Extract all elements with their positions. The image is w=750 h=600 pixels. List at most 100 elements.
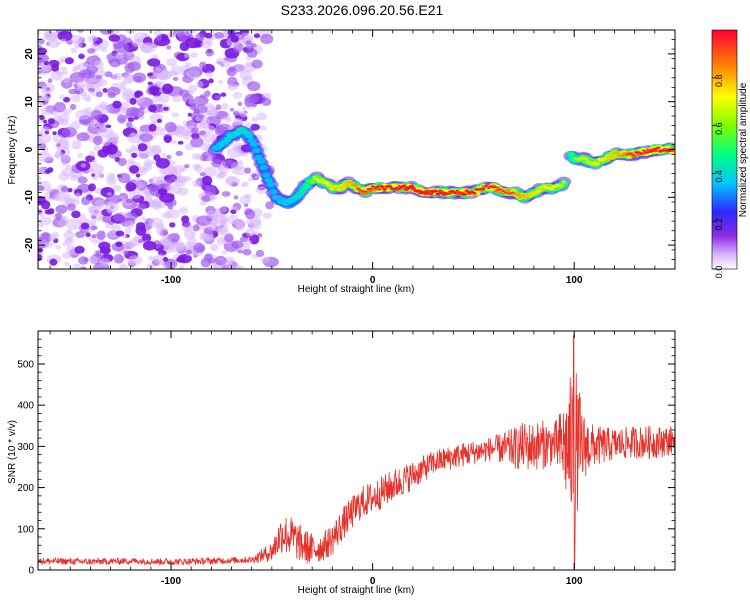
noise-blob xyxy=(162,257,169,262)
trace-blob xyxy=(333,184,339,188)
noise-blob xyxy=(159,192,175,203)
trace-blob xyxy=(656,147,660,149)
trace-blob xyxy=(390,187,394,189)
noise-blob xyxy=(107,208,114,214)
noise-blob xyxy=(137,203,147,210)
trace-blob xyxy=(475,189,479,191)
noise-blob xyxy=(255,249,265,257)
trace-blob xyxy=(259,164,268,170)
colorbar-tick-label: 0.8 xyxy=(714,75,724,88)
trace-blob xyxy=(637,151,641,153)
noise-blob xyxy=(125,182,137,192)
noise-blob xyxy=(152,95,161,103)
trace-blob xyxy=(309,180,315,184)
trace-blob xyxy=(303,182,312,189)
noise-blob xyxy=(94,78,108,87)
noise-blob xyxy=(38,166,45,175)
noise-blob xyxy=(124,227,132,234)
noise-blob xyxy=(142,240,157,251)
noise-blob xyxy=(155,106,164,113)
noise-blob xyxy=(245,227,255,237)
noise-blob xyxy=(151,198,161,205)
noise-blob xyxy=(219,172,226,178)
noise-blob xyxy=(125,148,133,154)
noise-blob xyxy=(189,30,197,34)
noise-blob xyxy=(169,222,176,228)
noise-blob xyxy=(71,140,82,150)
noise-blob xyxy=(215,95,221,100)
snr-x-axis-label: Height of straight line (km) xyxy=(298,585,415,596)
trace-blob xyxy=(658,150,663,152)
colorbar-label: Normalized spectral amplitude xyxy=(738,82,749,217)
snr-series-line xyxy=(38,334,675,569)
frequency-trace xyxy=(207,124,675,210)
trace-blob xyxy=(363,190,367,193)
trace-blob xyxy=(429,190,433,192)
trace-blob xyxy=(668,150,672,152)
noise-blob xyxy=(131,152,138,158)
trace-blob xyxy=(358,189,363,191)
noise-blob xyxy=(181,215,190,223)
noise-blob xyxy=(157,188,168,196)
noise-blob xyxy=(113,253,124,264)
noise-blob xyxy=(229,107,235,112)
x-tick-label: 0 xyxy=(370,275,376,286)
spectrogram-x-axis-label: Height of straight line (km) xyxy=(298,284,415,295)
noise-blob xyxy=(70,47,78,53)
noise-blob xyxy=(200,41,212,49)
noise-blob xyxy=(172,76,179,81)
noise-blob xyxy=(148,85,159,95)
noise-blob xyxy=(106,86,121,96)
trace-blob xyxy=(634,151,638,154)
trace-blob xyxy=(498,191,504,195)
trace-blob xyxy=(467,191,471,194)
noise-blob xyxy=(166,58,177,67)
noise-blob xyxy=(118,263,129,269)
noise-blob xyxy=(137,143,148,152)
noise-blob xyxy=(121,88,135,97)
trace-blob xyxy=(436,192,440,195)
trace-blob xyxy=(487,187,491,190)
noise-blob xyxy=(195,33,205,41)
noise-blob xyxy=(230,35,239,43)
noise-blob xyxy=(233,195,239,200)
noise-blob xyxy=(41,106,55,116)
noise-blob xyxy=(106,192,112,197)
noise-blob xyxy=(126,51,133,56)
noise-blob xyxy=(221,191,231,197)
trace-blob xyxy=(375,185,380,188)
noise-blob xyxy=(232,206,238,211)
noise-blob xyxy=(251,59,263,69)
noise-blob xyxy=(100,47,108,53)
trace-blob xyxy=(458,191,462,193)
trace-blob xyxy=(400,186,404,188)
noise-blob xyxy=(139,133,153,142)
noise-blob xyxy=(185,249,192,255)
trace-blob xyxy=(522,196,528,200)
noise-blob xyxy=(188,98,198,107)
noise-blob xyxy=(113,213,124,222)
trace-blob xyxy=(651,150,655,152)
noise-blob xyxy=(207,221,217,231)
noise-blob xyxy=(134,90,144,97)
noise-blob xyxy=(38,133,51,144)
noise-blob xyxy=(239,70,253,80)
noise-blob xyxy=(117,172,131,184)
noise-blob xyxy=(225,259,237,269)
trace-blob xyxy=(395,186,399,189)
noise-blob xyxy=(39,212,45,218)
colorbar-frame xyxy=(711,29,738,270)
noise-blob xyxy=(206,116,222,126)
trace-blob xyxy=(561,180,567,184)
noise-blob xyxy=(53,101,66,113)
noise-blob xyxy=(201,175,213,186)
noise-blob xyxy=(87,35,98,43)
trace-blob xyxy=(353,184,359,187)
noise-blob xyxy=(61,127,77,138)
noise-blob xyxy=(107,230,119,239)
noise-blob xyxy=(190,137,204,148)
snr-panel: -100 0 100 0 100 200 300 400 500 Height of strai… xyxy=(7,330,676,596)
noise-blob xyxy=(38,175,42,181)
noise-blob xyxy=(199,200,207,206)
